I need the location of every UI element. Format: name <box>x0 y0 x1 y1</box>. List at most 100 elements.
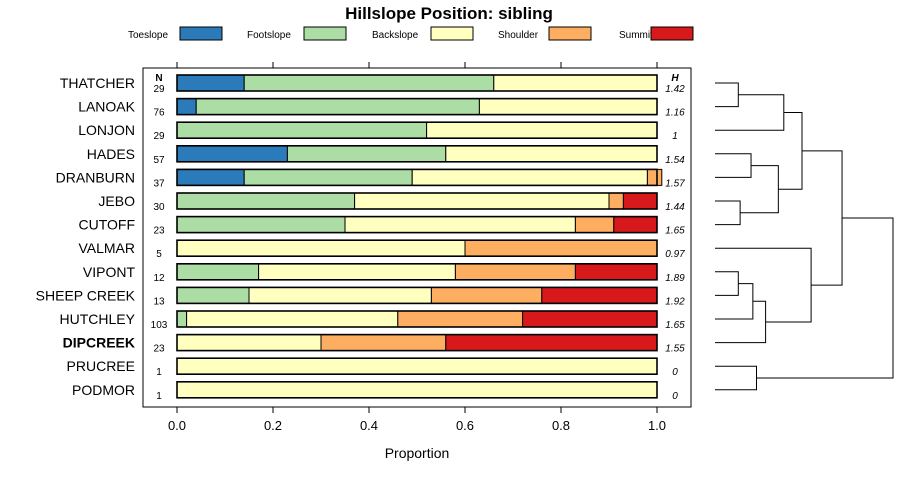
bar-segment-footslope <box>176 263 260 281</box>
h-value: 1.16 <box>665 108 685 119</box>
bar-segment-backslope <box>426 121 658 139</box>
row-label: SHEEP CREEK <box>36 287 136 303</box>
bar-segment-footslope <box>243 168 413 186</box>
bar-outline <box>176 121 658 139</box>
dendrogram-branch <box>778 112 803 190</box>
plot-panel <box>142 67 692 408</box>
legend-label-toeslope: Toeslope <box>128 30 168 41</box>
h-value: 1.65 <box>665 226 685 237</box>
n-value: 37 <box>153 178 165 189</box>
h-value: 1.44 <box>665 202 685 213</box>
n-value: 5 <box>156 249 162 260</box>
bar-outline <box>176 357 658 376</box>
bar-segment-backslope <box>176 239 466 257</box>
n-value: 12 <box>153 273 165 284</box>
bar-segment-backslope <box>493 74 658 92</box>
bar-segment-backslope <box>176 381 658 399</box>
bar-outline <box>176 239 658 257</box>
dendrogram-branch <box>715 94 785 131</box>
bar-outline <box>176 262 658 281</box>
h-labels: 1.42 1.16 1 1.54 1.57 1.44 1.65 0.97 1.89 1.92 1.6… <box>665 84 685 402</box>
dendrogram-branch <box>715 82 739 108</box>
bar-segment-footslope <box>286 145 447 163</box>
n-value: 13 <box>153 296 165 307</box>
bar-outline <box>176 168 658 187</box>
bar-segment-footslope <box>176 310 188 328</box>
row-label: DRANBURN <box>56 169 135 185</box>
bar-segment-footslope <box>176 121 428 139</box>
bar-segment-shoulder <box>574 216 615 234</box>
bar-segment-summit <box>613 216 658 234</box>
x-tick-label: 0.8 <box>552 418 570 433</box>
row-label: CUTOFF <box>78 217 135 233</box>
bar-segment-shoulder <box>320 334 447 352</box>
h-value: 0 <box>672 391 678 402</box>
bar-outline <box>176 145 658 163</box>
legend-swatch-backslope <box>430 26 474 41</box>
bar-outline <box>176 97 658 116</box>
bar-segment-backslope <box>411 168 648 186</box>
row-label: LONJON <box>78 122 135 138</box>
bar-outline <box>176 74 658 92</box>
h-value: 1.89 <box>665 273 685 284</box>
legend-label-backslope: Backslope <box>372 30 419 41</box>
dendrogram-branch <box>715 153 752 178</box>
row-label: PODMOR <box>72 382 135 398</box>
legend-swatch-shoulder <box>548 26 592 41</box>
dendrogram-branch <box>740 165 779 214</box>
bar-segment-summit <box>574 263 658 281</box>
bar-segment-footslope <box>243 74 495 92</box>
n-value: 76 <box>153 108 165 119</box>
bar-segment-summit <box>541 286 658 304</box>
bar-segment-backslope <box>248 286 432 304</box>
h-value: 1.42 <box>665 84 685 95</box>
row-label: VALMAR <box>78 240 135 256</box>
row-labels: THATCHER LANOAK LONJON HADES DRANBURN JEBO CUT… <box>36 75 136 398</box>
bar-segment-shoulder <box>646 168 663 186</box>
row-label: JEBO <box>98 193 135 209</box>
dendrogram-branch <box>715 247 812 323</box>
bar-segment-backslope <box>176 357 658 375</box>
n-value: 103 <box>151 320 168 331</box>
bar-segment-toeslope <box>176 145 288 163</box>
legend-label-footslope: Footslope <box>247 30 291 41</box>
x-tick-label: 0.0 <box>168 418 186 433</box>
x-tick-label: 1.0 <box>648 418 666 433</box>
x-tick-label: 0.2 <box>264 418 282 433</box>
dendrogram-branch <box>802 150 843 286</box>
legend-swatch-summit <box>650 26 694 41</box>
n-value: 1 <box>156 391 162 402</box>
n-value: 29 <box>153 131 165 142</box>
bar-segment-summit <box>522 310 658 328</box>
n-value: 57 <box>153 155 165 166</box>
x-axis: 0.0 0.2 0.4 0.6 0.8 1.0 <box>168 62 666 433</box>
h-column-header: H <box>671 73 679 84</box>
h-value: 1.92 <box>665 296 685 307</box>
dendrogram-branch <box>715 365 757 391</box>
dendrogram-branch <box>756 217 894 379</box>
bar-segment-shoulder <box>430 286 543 304</box>
bar-outline <box>176 310 658 328</box>
dendrogram-branch <box>715 271 739 296</box>
h-value: 0.97 <box>665 249 685 260</box>
x-tick-label: 0.4 <box>360 418 378 433</box>
bar-segment-shoulder <box>464 239 658 257</box>
bar-outline <box>176 286 658 305</box>
legend: Toeslope Footslope Backslope Shoulder Summit <box>128 26 694 41</box>
bar-segment-backslope <box>344 216 576 234</box>
bar-segment-footslope <box>176 192 356 210</box>
dendrogram-branch <box>715 283 754 320</box>
row-label: HADES <box>87 146 135 162</box>
x-axis-title: Proportion <box>385 445 450 461</box>
dendrogram <box>715 82 894 391</box>
row-label: DIPCREEK <box>63 335 135 351</box>
n-value: 1 <box>156 367 162 378</box>
h-value: 0 <box>672 367 678 378</box>
row-label: HUTCHLEY <box>60 311 136 327</box>
bar-segment-shoulder <box>397 310 524 328</box>
h-value: 1.57 <box>665 178 685 189</box>
bar-outline <box>176 380 658 399</box>
n-column-header: N <box>155 73 162 84</box>
row-label: PRUCREE <box>67 358 135 374</box>
